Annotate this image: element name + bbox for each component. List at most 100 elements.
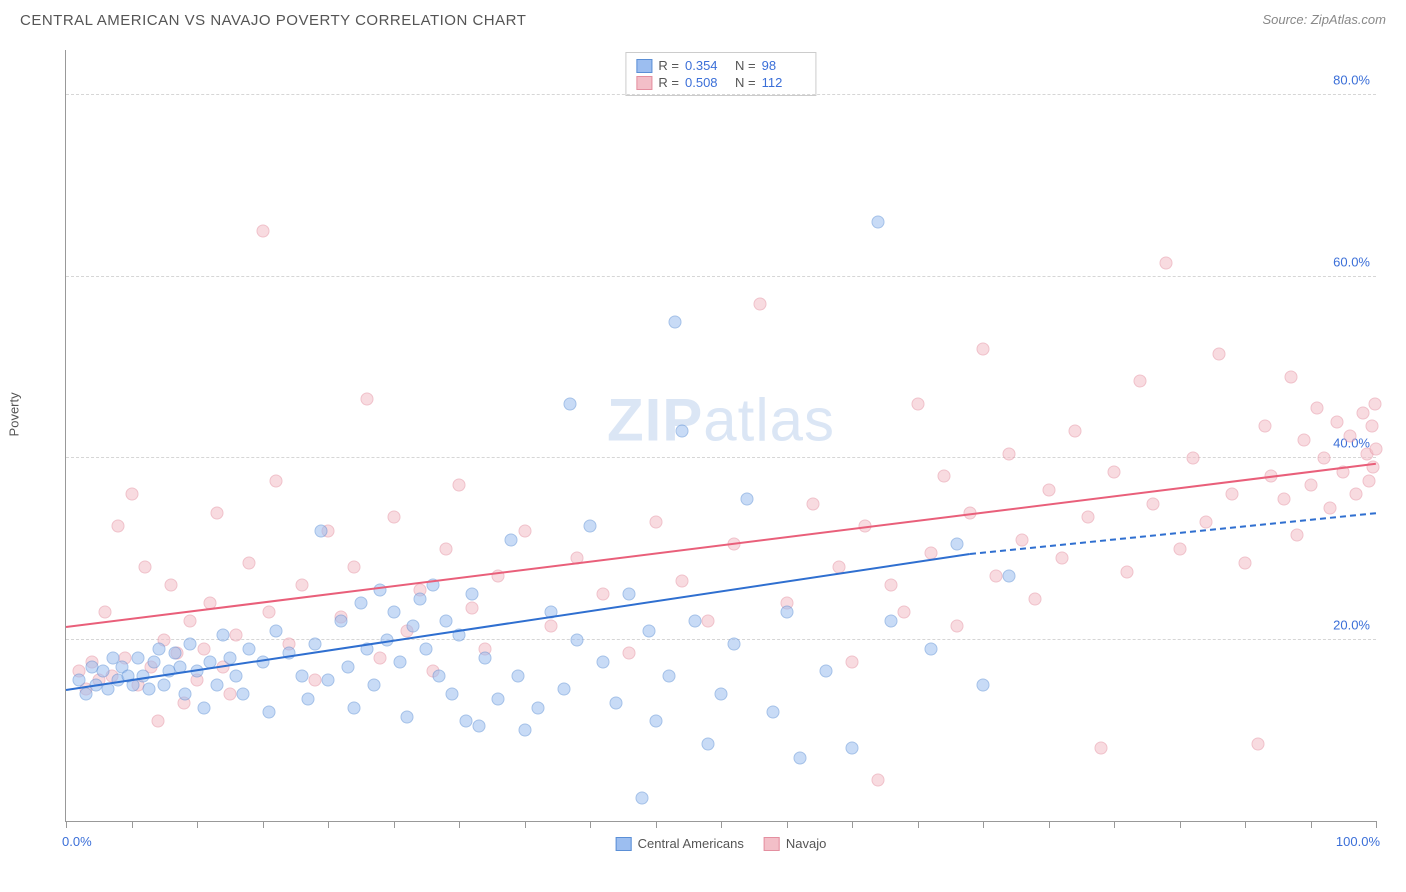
data-point-central bbox=[636, 792, 649, 805]
data-point-navajo bbox=[846, 656, 859, 669]
data-point-central bbox=[420, 642, 433, 655]
data-point-navajo bbox=[1094, 742, 1107, 755]
data-point-central bbox=[505, 533, 518, 546]
data-point-central bbox=[741, 493, 754, 506]
x-tick bbox=[1114, 821, 1115, 828]
x-tick-label: 0.0% bbox=[62, 834, 92, 849]
data-point-navajo bbox=[1366, 420, 1379, 433]
data-point-central bbox=[354, 597, 367, 610]
data-point-navajo bbox=[1186, 452, 1199, 465]
x-tick bbox=[656, 821, 657, 828]
data-point-navajo bbox=[1356, 406, 1369, 419]
data-point-navajo bbox=[1363, 474, 1376, 487]
data-point-navajo bbox=[99, 606, 112, 619]
x-tick bbox=[1245, 821, 1246, 828]
chart-container: CENTRAL AMERICAN VS NAVAJO POVERTY CORRE… bbox=[0, 0, 1406, 892]
data-point-navajo bbox=[1252, 737, 1265, 750]
data-point-central bbox=[1003, 570, 1016, 583]
data-point-navajo bbox=[1081, 511, 1094, 524]
data-point-navajo bbox=[1108, 465, 1121, 478]
data-point-navajo bbox=[1278, 493, 1291, 506]
data-point-navajo bbox=[1003, 447, 1016, 460]
y-axis-label: Poverty bbox=[7, 392, 22, 436]
data-point-navajo bbox=[374, 651, 387, 664]
data-point-navajo bbox=[1291, 529, 1304, 542]
data-point-central bbox=[924, 642, 937, 655]
data-point-central bbox=[564, 397, 577, 410]
data-point-central bbox=[479, 651, 492, 664]
data-point-central bbox=[518, 724, 531, 737]
data-point-central bbox=[780, 606, 793, 619]
data-point-central bbox=[263, 706, 276, 719]
data-point-navajo bbox=[597, 588, 610, 601]
data-point-central bbox=[217, 629, 230, 642]
gridline bbox=[66, 457, 1376, 458]
data-point-navajo bbox=[1147, 497, 1160, 510]
data-point-central bbox=[459, 715, 472, 728]
data-point-navajo bbox=[348, 561, 361, 574]
data-point-navajo bbox=[1304, 479, 1317, 492]
data-point-navajo bbox=[518, 524, 531, 537]
data-point-central bbox=[767, 706, 780, 719]
data-point-central bbox=[210, 678, 223, 691]
data-point-central bbox=[446, 688, 459, 701]
data-point-central bbox=[73, 674, 86, 687]
data-point-central bbox=[472, 719, 485, 732]
data-point-central bbox=[439, 615, 452, 628]
data-point-central bbox=[649, 715, 662, 728]
data-point-navajo bbox=[754, 297, 767, 310]
data-point-navajo bbox=[263, 606, 276, 619]
data-point-navajo bbox=[1121, 565, 1134, 578]
x-tick bbox=[1049, 821, 1050, 828]
chart-header: CENTRAL AMERICAN VS NAVAJO POVERTY CORRE… bbox=[0, 0, 1406, 35]
data-point-central bbox=[669, 316, 682, 329]
chart-area: Poverty ZIPatlas R = 0.354 N = 98 R = 0.… bbox=[20, 40, 1386, 862]
data-point-navajo bbox=[1324, 502, 1337, 515]
data-point-central bbox=[236, 688, 249, 701]
data-point-central bbox=[348, 701, 361, 714]
data-point-navajo bbox=[197, 642, 210, 655]
data-point-navajo bbox=[295, 579, 308, 592]
data-point-navajo bbox=[1311, 402, 1324, 415]
data-point-central bbox=[662, 669, 675, 682]
data-point-navajo bbox=[1258, 420, 1271, 433]
data-point-navajo bbox=[243, 556, 256, 569]
x-tick bbox=[132, 821, 133, 828]
data-point-navajo bbox=[1297, 434, 1310, 447]
data-point-central bbox=[269, 624, 282, 637]
data-point-navajo bbox=[990, 570, 1003, 583]
data-point-central bbox=[570, 633, 583, 646]
data-point-navajo bbox=[1225, 488, 1238, 501]
data-point-central bbox=[96, 665, 109, 678]
data-point-central bbox=[387, 606, 400, 619]
x-tick bbox=[459, 821, 460, 828]
data-point-central bbox=[302, 692, 315, 705]
data-point-navajo bbox=[675, 574, 688, 587]
data-point-navajo bbox=[1016, 533, 1029, 546]
data-point-central bbox=[531, 701, 544, 714]
data-point-navajo bbox=[950, 619, 963, 632]
data-point-navajo bbox=[1239, 556, 1252, 569]
data-point-central bbox=[793, 751, 806, 764]
data-point-navajo bbox=[977, 343, 990, 356]
data-point-central bbox=[179, 688, 192, 701]
data-point-navajo bbox=[453, 479, 466, 492]
data-point-navajo bbox=[184, 615, 197, 628]
data-point-navajo bbox=[1029, 592, 1042, 605]
data-point-central bbox=[977, 678, 990, 691]
x-tick bbox=[525, 821, 526, 828]
data-point-navajo bbox=[387, 511, 400, 524]
data-point-central bbox=[308, 638, 321, 651]
data-point-navajo bbox=[1042, 483, 1055, 496]
data-point-navajo bbox=[1055, 551, 1068, 564]
data-point-central bbox=[335, 615, 348, 628]
data-point-navajo bbox=[1212, 347, 1225, 360]
data-point-central bbox=[492, 692, 505, 705]
data-point-navajo bbox=[164, 579, 177, 592]
data-point-central bbox=[950, 538, 963, 551]
y-tick-label: 80.0% bbox=[1333, 73, 1370, 88]
data-point-navajo bbox=[544, 619, 557, 632]
data-point-navajo bbox=[112, 520, 125, 533]
data-point-central bbox=[79, 688, 92, 701]
x-tick bbox=[918, 821, 919, 828]
